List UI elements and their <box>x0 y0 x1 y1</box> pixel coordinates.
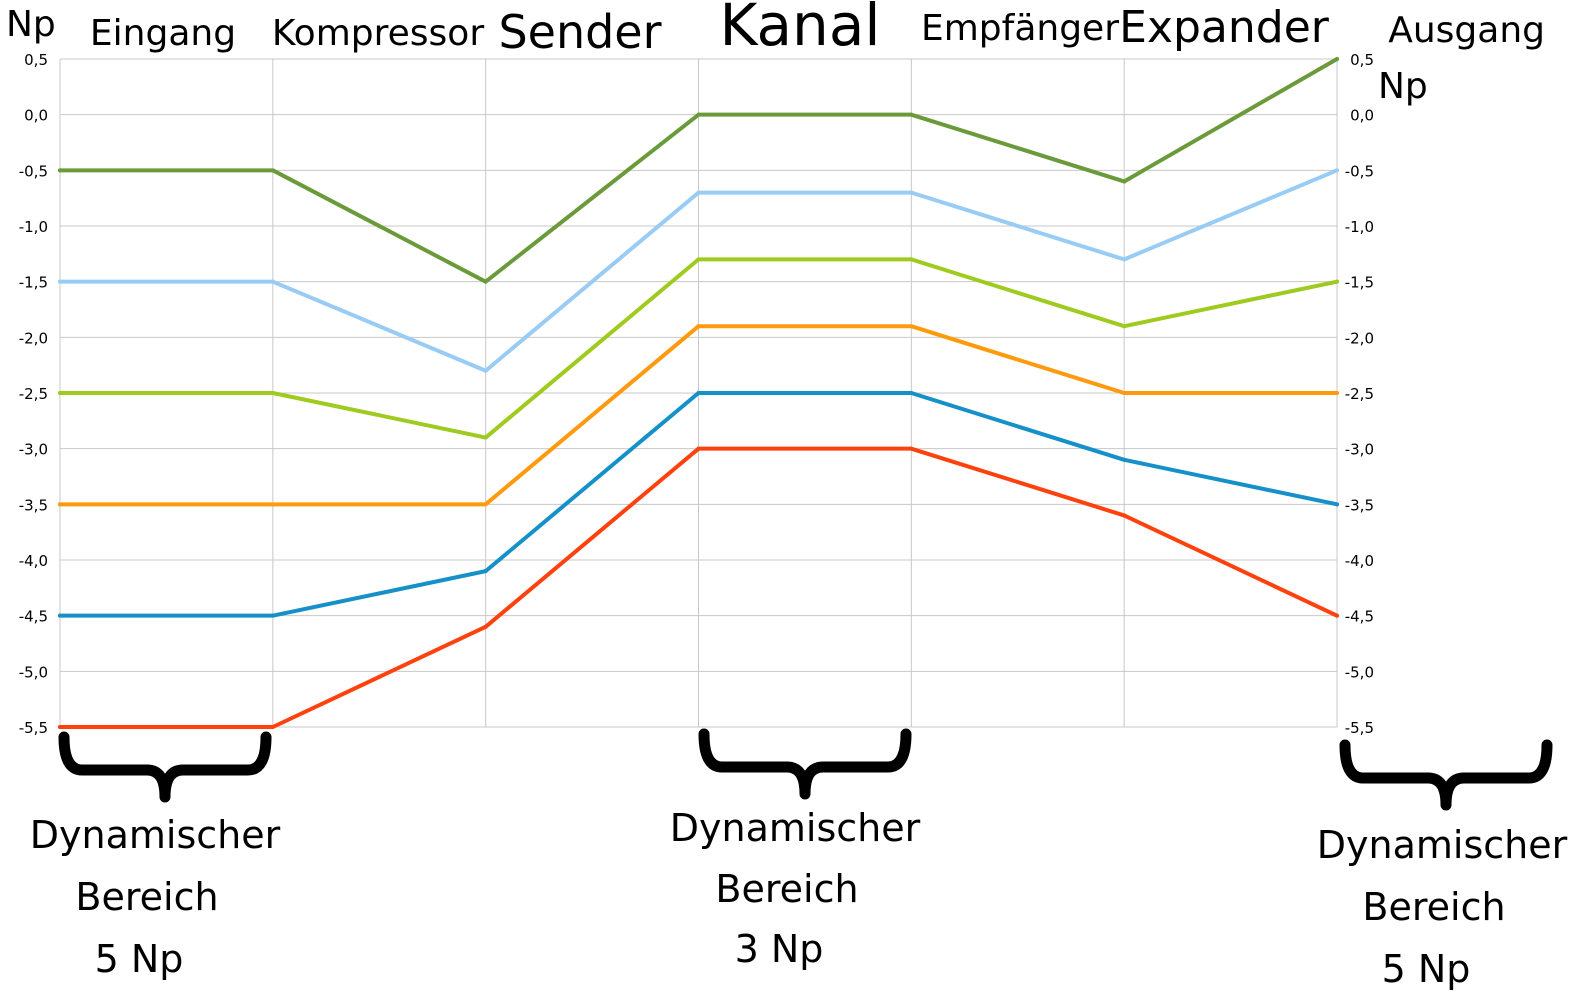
y-tick-label-right: -1,5 <box>1345 274 1374 292</box>
data-point <box>696 112 701 117</box>
y-tick-label-left: -4,0 <box>19 552 48 570</box>
category-label: Sender <box>498 5 661 59</box>
y-tick-label-left: -5,0 <box>19 663 48 681</box>
data-point <box>483 435 488 440</box>
data-point <box>1122 457 1127 462</box>
data-point <box>58 168 62 173</box>
category-labels: Eingang Kompressor Sender Kanal Empfänger Exp… <box>90 0 1545 59</box>
data-point <box>909 112 914 117</box>
data-point <box>483 569 488 574</box>
y-tick-label-right: -5,0 <box>1345 663 1374 681</box>
data-point <box>483 502 488 507</box>
data-point <box>483 624 488 629</box>
data-point <box>58 391 62 395</box>
y-axis-unit-right: Np <box>1378 66 1428 107</box>
data-point <box>909 324 914 329</box>
category-label: Empfänger <box>921 8 1119 49</box>
data-point <box>1335 279 1339 284</box>
annotation-text: 5 Np <box>95 937 184 981</box>
data-point <box>270 725 275 729</box>
data-point <box>1335 502 1339 507</box>
y-tick-label-right: -5,5 <box>1345 719 1374 737</box>
category-label: Expander <box>1119 2 1330 53</box>
annotation-text: Dynamischer <box>30 813 281 857</box>
category-label: Kanal <box>720 0 881 59</box>
y-tick-label-right: -2,5 <box>1345 385 1374 403</box>
data-point <box>270 168 275 173</box>
data-point <box>1122 324 1127 329</box>
data-point <box>696 190 701 195</box>
category-label: Kompressor <box>272 13 484 54</box>
data-point <box>270 502 275 507</box>
annotation-text: Bereich <box>715 867 858 911</box>
data-point <box>1122 179 1127 184</box>
data-point <box>909 391 914 395</box>
annotation-text: 5 Np <box>1382 947 1471 991</box>
data-point <box>1122 391 1127 395</box>
y-tick-label-left: 0,0 <box>24 107 48 125</box>
y-tick-label-left: -3,5 <box>19 496 48 514</box>
data-point <box>58 279 62 284</box>
data-point <box>58 502 62 507</box>
data-point <box>1335 613 1339 618</box>
y-tick-label-right: -4,0 <box>1345 552 1374 570</box>
category-label: Ausgang <box>1388 10 1545 51</box>
data-point <box>1122 257 1127 262</box>
data-point <box>58 613 62 618</box>
data-point <box>270 279 275 284</box>
y-axis-unit-left: Np <box>6 4 56 45</box>
y-tick-label-right: -3,5 <box>1345 496 1374 514</box>
curly-brace <box>58 731 272 803</box>
y-tick-label-right: -3,0 <box>1345 441 1374 459</box>
data-point <box>1335 168 1339 173</box>
data-point <box>696 324 701 329</box>
y-tick-label-right: 0,5 <box>1350 51 1374 69</box>
y-tick-label-left: -2,5 <box>19 385 48 403</box>
data-point <box>696 257 701 262</box>
y-tick-label-left: 0,5 <box>24 51 48 69</box>
annotation-text: Dynamischer <box>1317 823 1568 867</box>
y-tick-label-right: -2,0 <box>1345 329 1374 347</box>
y-tick-label-right: -0,5 <box>1345 162 1374 180</box>
data-point <box>909 257 914 262</box>
y-tick-label-left: -1,5 <box>19 274 48 292</box>
y-tick-label-right: 0,0 <box>1350 107 1374 125</box>
data-point <box>483 279 488 284</box>
y-tick-label-left: -4,5 <box>19 608 48 626</box>
y-tick-label-left: -2,0 <box>19 329 48 347</box>
curly-brace <box>698 728 912 800</box>
y-tick-label-right: -1,0 <box>1345 218 1374 236</box>
y-axis-left: 0,5 0,0 -0,5 -1,0 -1,5 -2,0 -2,5 -3,0 -3,5 -4,0 -4… <box>6 4 56 737</box>
data-point <box>909 190 914 195</box>
annotation-text: Dynamischer <box>670 806 921 850</box>
data-point <box>909 446 914 451</box>
data-point <box>1335 391 1339 395</box>
y-tick-label-right: -4,5 <box>1345 608 1374 626</box>
category-label: Eingang <box>90 13 236 54</box>
data-point <box>1122 513 1127 518</box>
annotation-text: Bereich <box>1362 885 1505 929</box>
data-point <box>270 391 275 395</box>
data-point <box>483 368 488 373</box>
curly-brace <box>1339 739 1553 811</box>
series-group <box>58 57 1339 729</box>
annotation-text: 3 Np <box>735 927 824 971</box>
data-point <box>1335 57 1339 61</box>
y-tick-label-left: -0,5 <box>19 162 48 180</box>
y-tick-label-left: -5,5 <box>19 719 48 737</box>
data-point <box>696 446 701 451</box>
annotation-text: Bereich <box>75 875 218 919</box>
y-tick-label-left: -3,0 <box>19 441 48 459</box>
data-point <box>696 391 701 395</box>
data-point <box>270 613 275 618</box>
y-axis-right: 0,5 0,0 -0,5 -1,0 -1,5 -2,0 -2,5 -3,0 -3,5 -4,0 -4… <box>1345 51 1428 737</box>
data-point <box>58 725 62 729</box>
annotations: Dynamischer Bereich 5 Np Dynamischer Bereich… <box>30 728 1568 991</box>
y-tick-label-left: -1,0 <box>19 218 48 236</box>
